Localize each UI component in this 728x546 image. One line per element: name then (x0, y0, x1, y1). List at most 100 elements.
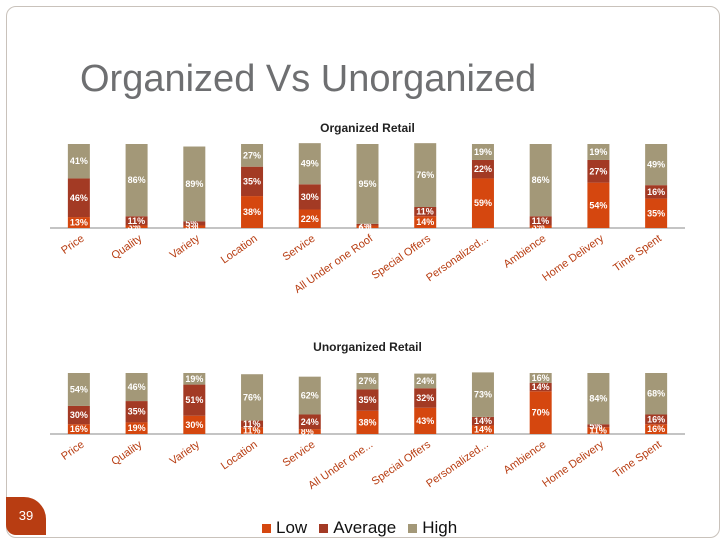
organized-bar-personalized-average (471, 159, 494, 179)
organized-bar-price-low-label: 13% (70, 218, 88, 228)
organized-category-price: Price (59, 233, 86, 257)
unorganized-category-home-delivery: Home Delivery (540, 438, 606, 489)
organized-bar-special-offers-low (414, 216, 437, 228)
unorganized-category-quality: Quality (109, 438, 144, 468)
organized-bar-price-low (67, 217, 90, 228)
organized-bar-personalized-low-label: 59% (474, 198, 492, 208)
legend-swatch-low (262, 523, 271, 533)
legend-label-low: Low (276, 518, 308, 537)
unorganized-bar-home-delivery-average (587, 424, 610, 428)
organized-bar-variety-average-label: 5% (185, 218, 198, 228)
unorganized-bar-home-delivery-low (587, 427, 610, 434)
unorganized-bar-location-high-label: 76% (243, 392, 261, 402)
unorganized-bar-service-average (298, 414, 321, 430)
organized-bar-variety-high-label: 89% (185, 179, 203, 189)
organized-bar-time-spent-high-label: 49% (647, 160, 665, 170)
unorganized-bar-time-spent-average-label: 16% (647, 414, 665, 424)
organized-category-home-delivery: Home Delivery (540, 232, 606, 283)
unorganized-bar-personalized-high-label: 73% (474, 390, 492, 400)
unorganized-bar-special-offers-high (414, 373, 437, 389)
unorganized-category-variety: Variety (168, 438, 203, 467)
unorganized-bar-all-under-one-average-label: 35% (359, 395, 377, 405)
unorganized-bar-location-average (241, 420, 264, 428)
unorganized-category-time-spent: Time Spent (611, 439, 664, 481)
unorganized-bar-personalized-high (471, 372, 494, 417)
organized-bar-all-under-one-roof-low-label: 3% (359, 222, 372, 232)
organized-bar-quality-average (125, 216, 148, 226)
unorganized-bar-time-spent-low (645, 424, 668, 434)
unorganized-bar-special-offers-low (414, 407, 437, 434)
unorganized-bar-quality-high (125, 373, 148, 402)
unorganized-bar-ambience-high (529, 373, 552, 383)
organized-bar-time-spent-high (645, 144, 668, 186)
organized-category-time-spent: Time Spent (611, 233, 664, 275)
organized-bar-quality-low-label: 3% (128, 222, 141, 232)
slide-title: Organized Vs Unorganized (80, 58, 537, 100)
organized-bar-special-offers-high-label: 76% (416, 170, 434, 180)
organized-bar-special-offers-average-label: 11% (416, 207, 434, 217)
organized-bar-personalized-low (471, 178, 494, 228)
unorganized-bar-all-under-one-low (356, 410, 379, 434)
page-number-badge: 39 (6, 497, 46, 535)
organized-bar-ambience-high-label: 86% (532, 175, 550, 185)
unorganized-bar-ambience-average-label: 14% (532, 382, 550, 392)
organized-bar-personalized-high (471, 144, 494, 160)
unorganized-bar-variety-average-label: 51% (185, 395, 203, 405)
legend-label-average: Average (333, 518, 397, 537)
unorganized-bar-quality-low (125, 422, 148, 434)
unorganized-category-personalized: Personalized... (424, 439, 490, 491)
organized-bar-price-high-label: 41% (70, 156, 88, 166)
organized-bar-home-delivery-high (587, 144, 610, 160)
organized-bar-service-low-label: 22% (301, 214, 319, 224)
organized-category-personalized: Personalized... (424, 233, 490, 285)
unorganized-bar-special-offers-average (414, 388, 437, 408)
unorganized-bar-time-spent-high (645, 373, 668, 415)
unorganized-bar-service-high (298, 376, 321, 415)
unorganized-bar-special-offers-high-label: 24% (416, 376, 434, 386)
unorganized-bar-ambience-average (529, 382, 552, 392)
organized-category-quality: Quality (109, 232, 144, 262)
organized-bar-all-under-one-roof-high (356, 144, 379, 224)
unorganized-bar-personalized-low (471, 425, 494, 434)
organized-bar-location-high-label: 27% (243, 150, 261, 160)
organized-bar-home-delivery-high-label: 19% (589, 147, 607, 157)
organized-bar-all-under-one-roof-average-label: 2% (359, 220, 372, 230)
organized-category-location: Location (219, 233, 260, 267)
organized-bar-location-average-label: 35% (243, 176, 261, 186)
unorganized-category-all-under-one: All Under one... (306, 439, 375, 492)
organized-bar-ambience-high (529, 144, 552, 217)
organized-bar-home-delivery-average (587, 159, 610, 183)
unorganized-bar-home-delivery-average-label: 5% (589, 421, 602, 431)
unorganized-bar-price-average-label: 30% (70, 410, 88, 420)
unorganized-category-location: Location (219, 439, 260, 473)
organized-bar-quality-average-label: 11% (128, 216, 146, 226)
organized-bar-quality-low (125, 225, 148, 228)
organized-bar-variety-low-label: 3% (185, 222, 198, 232)
organized-bar-home-delivery-average-label: 27% (589, 166, 607, 176)
unorganized-bar-quality-average-label: 35% (128, 407, 146, 417)
organized-bar-service-high (298, 143, 321, 185)
unorganized-bar-variety-average (183, 384, 206, 416)
unorganized-chart-title: Unorganized Retail (313, 340, 422, 354)
unorganized-bar-variety-low-label: 30% (185, 420, 203, 430)
unorganized-bar-variety-high (183, 373, 206, 385)
unorganized-bar-price-average (67, 405, 90, 425)
unorganized-bar-ambience-low-label: 70% (532, 408, 550, 418)
organized-bar-service-average-label: 30% (301, 192, 319, 202)
organized-bar-quality-high-label: 86% (128, 175, 146, 185)
unorganized-category-price: Price (59, 439, 86, 463)
organized-bar-service-average (298, 184, 321, 210)
legend-item-average: Average (319, 518, 396, 538)
organized-bar-special-offers-low-label: 14% (416, 217, 434, 227)
unorganized-bar-quality-high-label: 46% (128, 382, 146, 392)
unorganized-bar-variety-low (183, 415, 206, 434)
organized-bar-variety-high (183, 146, 206, 222)
legend-label-high: High (422, 518, 458, 537)
organized-bar-time-spent-low (645, 198, 668, 228)
organized-chart-title: Organized Retail (320, 121, 415, 135)
legend-swatch-average (319, 523, 329, 533)
organized-bar-special-offers-high (414, 143, 437, 207)
organized-category-variety: Variety (168, 232, 203, 261)
